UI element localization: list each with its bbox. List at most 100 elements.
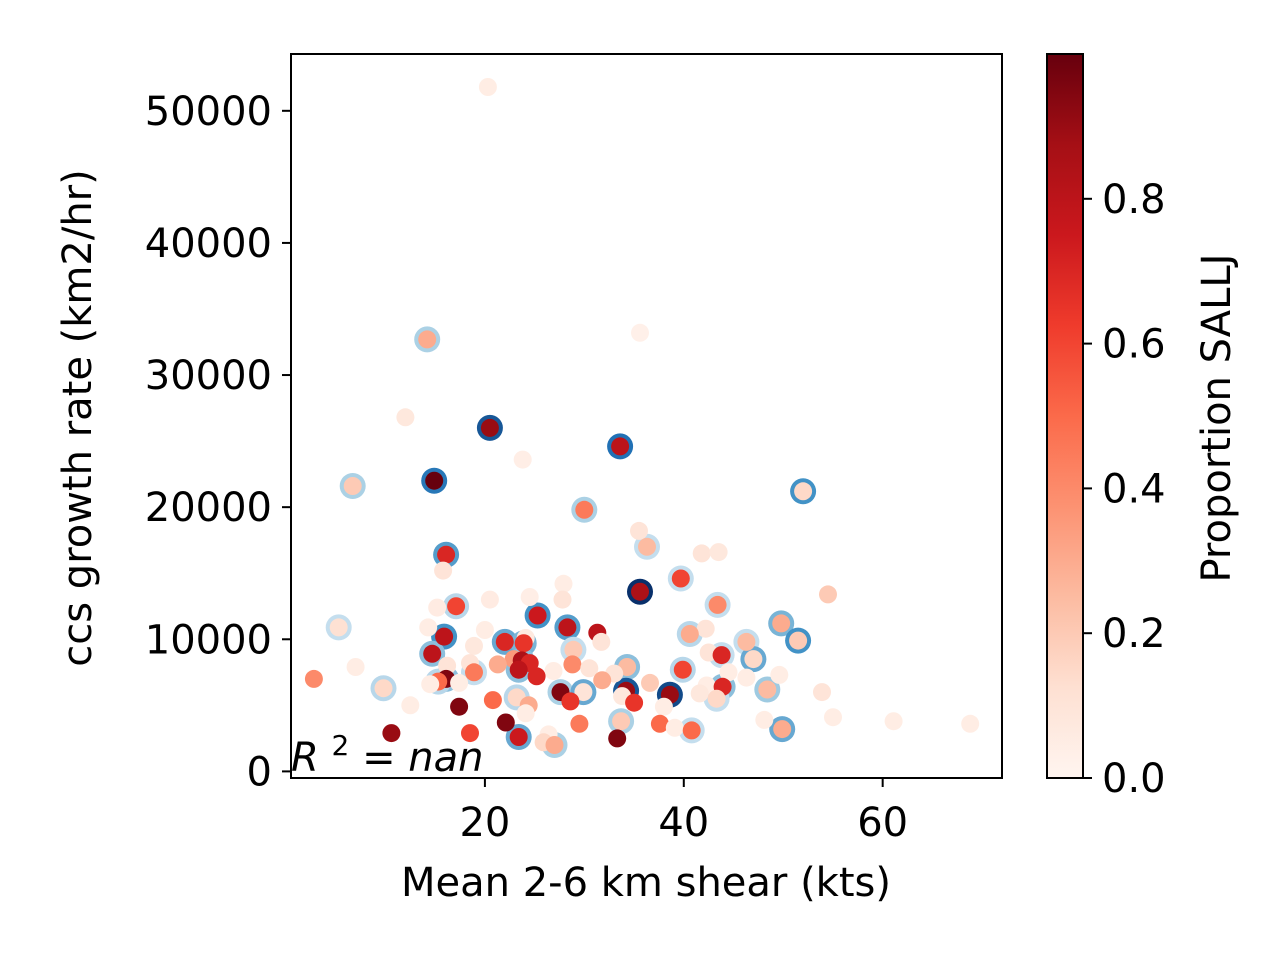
y-axis: 0 10000 20000 30000 40000 50000 [145, 89, 291, 795]
data-point [680, 625, 699, 643]
data-point [755, 710, 774, 729]
points-layer [304, 78, 980, 758]
data-point [428, 598, 447, 617]
data-point [575, 500, 594, 519]
data-point [528, 606, 547, 625]
y-tick-label: 10000 [145, 617, 272, 663]
data-point [593, 671, 612, 690]
data-point [520, 588, 539, 606]
data-point [475, 621, 494, 639]
data-point [611, 437, 630, 456]
data-point [631, 323, 649, 342]
data-point [516, 704, 535, 723]
colorbar-label: Proportion SALLJ [1194, 254, 1240, 583]
data-point [709, 543, 728, 562]
data-point [561, 692, 580, 711]
data-point [545, 736, 564, 754]
data-point [425, 471, 444, 490]
data-point [480, 418, 499, 437]
data-point [421, 675, 440, 694]
data-point [638, 537, 656, 556]
colorbar [1046, 53, 1084, 779]
y-tick-label: 30000 [145, 353, 272, 399]
x-axis: 20 40 60 [459, 778, 908, 846]
data-point [625, 693, 644, 712]
data-point [570, 714, 589, 733]
data-point [612, 712, 631, 731]
data-point [696, 619, 715, 638]
data-point [343, 477, 362, 495]
data-point [488, 655, 507, 674]
data-point [961, 714, 980, 733]
r-squared-annotation: R 2 = nan [291, 719, 484, 781]
data-point [450, 673, 469, 692]
data-point [673, 660, 692, 679]
data-point [558, 618, 577, 637]
data-point [509, 728, 528, 746]
data-point [770, 665, 789, 684]
data-point [465, 636, 483, 655]
data-point [382, 724, 401, 743]
x-tick-label: 60 [857, 800, 908, 846]
data-point [737, 632, 756, 651]
data-point [641, 673, 659, 692]
data-point [719, 663, 738, 682]
data-point [630, 521, 648, 540]
data-point [650, 714, 669, 733]
colorbar-ticks: 0.0 0.2 0.4 0.6 0.8 [1083, 177, 1166, 802]
r-squared-symbol: R [291, 735, 319, 781]
data-point [708, 595, 727, 614]
data-point [758, 680, 777, 699]
data-point [478, 78, 497, 96]
data-point [396, 408, 415, 427]
data-point [513, 450, 532, 469]
data-point [304, 669, 323, 688]
data-point [884, 712, 903, 731]
data-point [654, 697, 673, 716]
data-point [401, 696, 420, 715]
data-point [737, 668, 756, 687]
data-point [794, 482, 813, 501]
data-point [563, 655, 582, 674]
data-point [707, 689, 726, 708]
data-point [346, 658, 365, 676]
colorbar-tick-label: 0.0 [1102, 756, 1166, 802]
data-point [437, 545, 456, 564]
data-point [423, 644, 442, 663]
data-point [419, 618, 438, 637]
data-point [496, 713, 515, 732]
x-axis-label: Mean 2-6 km shear (kts) [401, 860, 891, 906]
data-point [671, 569, 690, 588]
data-point [665, 718, 684, 737]
data-point [692, 544, 711, 563]
data-point [773, 720, 792, 739]
data-point [824, 708, 842, 727]
y-tick-label: 40000 [145, 221, 272, 267]
x-tick-label: 40 [658, 800, 709, 846]
data-point [813, 683, 831, 702]
data-point [789, 631, 808, 650]
y-tick-label: 20000 [145, 485, 272, 531]
data-point [712, 646, 731, 665]
y-tick-label: 0 [247, 749, 272, 795]
colorbar-tick-label: 0.4 [1102, 466, 1166, 512]
data-point [495, 632, 514, 651]
data-point [580, 659, 599, 678]
data-point [461, 724, 479, 743]
x-tick-label: 20 [459, 800, 510, 846]
data-point [608, 729, 627, 748]
data-point [682, 721, 701, 740]
data-point [434, 561, 453, 580]
data-point [447, 597, 466, 616]
data-point [564, 640, 583, 659]
r-squared-exponent: 2 [332, 729, 350, 762]
data-point [465, 663, 483, 682]
data-point [435, 627, 454, 646]
plot-frame [290, 53, 1003, 779]
data-point [631, 582, 649, 601]
data-point [554, 574, 573, 593]
data-point [592, 632, 611, 651]
